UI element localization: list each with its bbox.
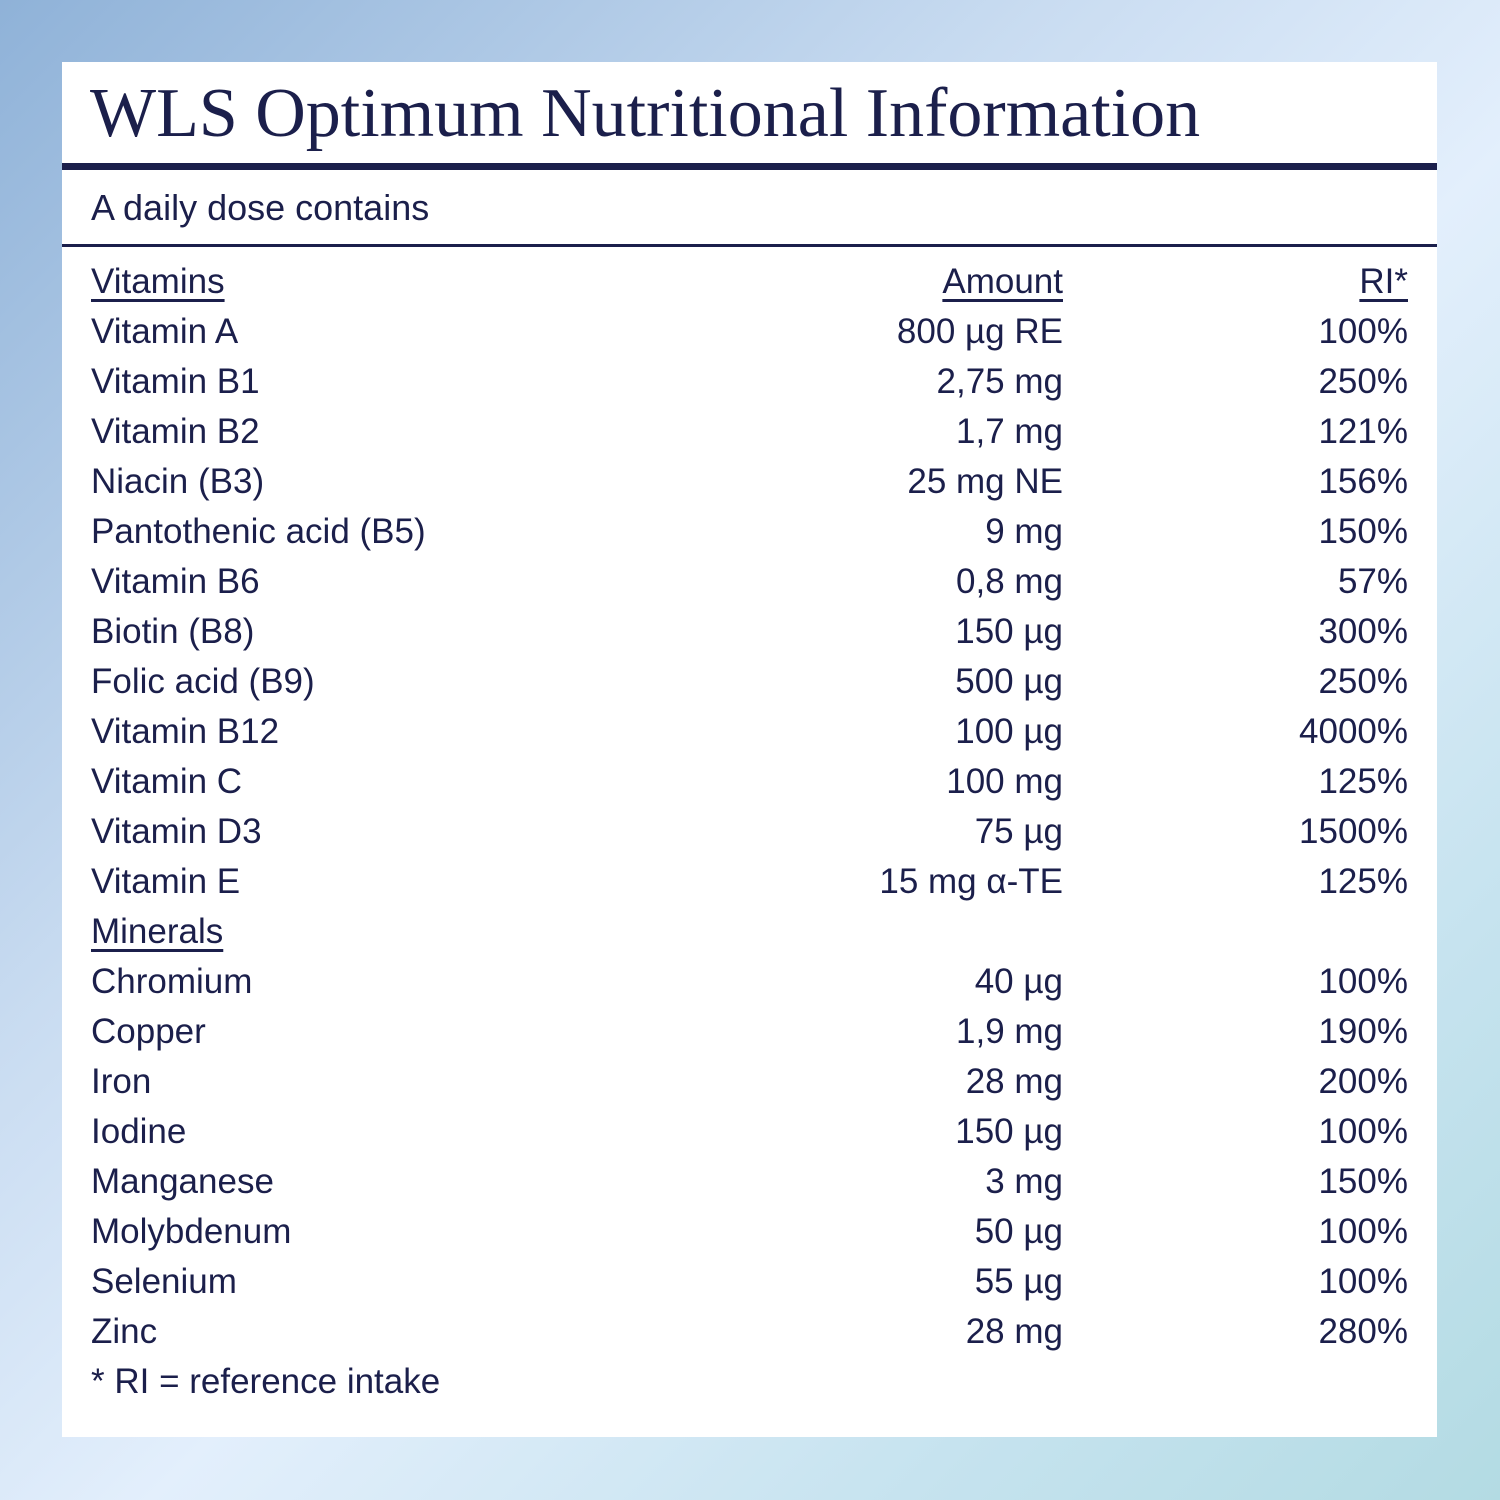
amount: 50 µg bbox=[974, 1212, 1063, 1251]
reference-intake: 280% bbox=[1318, 1312, 1408, 1351]
subtitle: A daily dose contains bbox=[91, 187, 430, 228]
nutrient-name: Selenium bbox=[91, 1262, 237, 1301]
nutrient-name: Pantothenic acid (B5) bbox=[91, 512, 426, 551]
amount: 150 µg bbox=[955, 1112, 1063, 1151]
amount: 100 µg bbox=[955, 712, 1063, 751]
card: WLS Optimum Nutritional Information A da… bbox=[62, 62, 1437, 1437]
nutrient-name: Molybdenum bbox=[91, 1212, 292, 1251]
reference-intake: 250% bbox=[1318, 362, 1408, 401]
nutrient-name: Vitamin B12 bbox=[91, 712, 280, 751]
amount: 3 mg bbox=[985, 1162, 1063, 1201]
reference-intake: 250% bbox=[1318, 662, 1408, 701]
nutrient-name: Vitamin A bbox=[91, 312, 239, 351]
amount: 150 µg bbox=[955, 612, 1063, 651]
amount: 500 µg bbox=[955, 662, 1063, 701]
amount: 800 µg RE bbox=[896, 312, 1063, 351]
column-header: RI* bbox=[1359, 262, 1408, 301]
nutrient-name: Folic acid (B9) bbox=[91, 662, 315, 701]
reference-intake: 125% bbox=[1318, 762, 1408, 801]
amount: 28 mg bbox=[965, 1312, 1063, 1351]
nutrient-name: Vitamin B2 bbox=[91, 412, 260, 451]
nutrient-name: Iodine bbox=[91, 1112, 187, 1151]
reference-intake: 121% bbox=[1318, 412, 1408, 451]
section-heading: Minerals bbox=[91, 912, 224, 951]
nutrient-name: Biotin (B8) bbox=[91, 612, 255, 651]
divider bbox=[62, 244, 1437, 247]
nutrient-name: Copper bbox=[91, 1012, 206, 1051]
amount: 100 mg bbox=[946, 762, 1063, 801]
amount: 2,75 mg bbox=[936, 362, 1063, 401]
reference-intake: 1500% bbox=[1299, 812, 1408, 851]
reference-intake: 156% bbox=[1318, 462, 1408, 501]
amount: 28 mg bbox=[965, 1062, 1063, 1101]
column-header: Vitamins bbox=[91, 262, 225, 301]
reference-intake: 200% bbox=[1318, 1062, 1408, 1101]
nutrient-name: Iron bbox=[91, 1062, 152, 1101]
amount: 40 µg bbox=[974, 962, 1063, 1001]
nutrient-name: Niacin (B3) bbox=[91, 462, 265, 501]
reference-intake: 100% bbox=[1318, 1262, 1408, 1301]
reference-intake: 300% bbox=[1318, 612, 1408, 651]
amount: 75 µg bbox=[974, 812, 1063, 851]
amount: 55 µg bbox=[974, 1262, 1063, 1301]
reference-intake: 57% bbox=[1337, 562, 1408, 601]
nutrient-name: Zinc bbox=[91, 1312, 158, 1351]
reference-intake: 100% bbox=[1318, 962, 1408, 1001]
amount: 1,7 mg bbox=[956, 412, 1063, 451]
amount: 15 mg α-TE bbox=[879, 862, 1063, 901]
amount: 25 mg NE bbox=[907, 462, 1063, 501]
reference-intake: 190% bbox=[1318, 1012, 1408, 1051]
reference-intake: 150% bbox=[1318, 1162, 1408, 1201]
column-header: Amount bbox=[942, 262, 1063, 301]
reference-intake: 100% bbox=[1318, 1112, 1408, 1151]
divider bbox=[62, 163, 1437, 170]
amount: 0,8 mg bbox=[956, 562, 1063, 601]
amount: 1,9 mg bbox=[956, 1012, 1063, 1051]
nutrient-name: Vitamin C bbox=[91, 762, 243, 801]
reference-intake: 150% bbox=[1318, 512, 1408, 551]
reference-intake: 125% bbox=[1318, 862, 1408, 901]
nutrient-name: Vitamin B1 bbox=[91, 362, 260, 401]
footnote: * RI = reference intake bbox=[91, 1362, 441, 1401]
reference-intake: 4000% bbox=[1299, 712, 1408, 751]
nutrient-name: Vitamin D3 bbox=[91, 812, 262, 851]
nutrient-name: Manganese bbox=[91, 1162, 274, 1201]
reference-intake: 100% bbox=[1318, 1212, 1408, 1251]
nutrient-name: Vitamin E bbox=[91, 862, 241, 901]
amount: 9 mg bbox=[985, 512, 1063, 551]
title: WLS Optimum Nutritional Information bbox=[90, 75, 1201, 152]
nutrient-name: Vitamin B6 bbox=[91, 562, 260, 601]
nutrient-name: Chromium bbox=[91, 962, 253, 1001]
reference-intake: 100% bbox=[1318, 312, 1408, 351]
